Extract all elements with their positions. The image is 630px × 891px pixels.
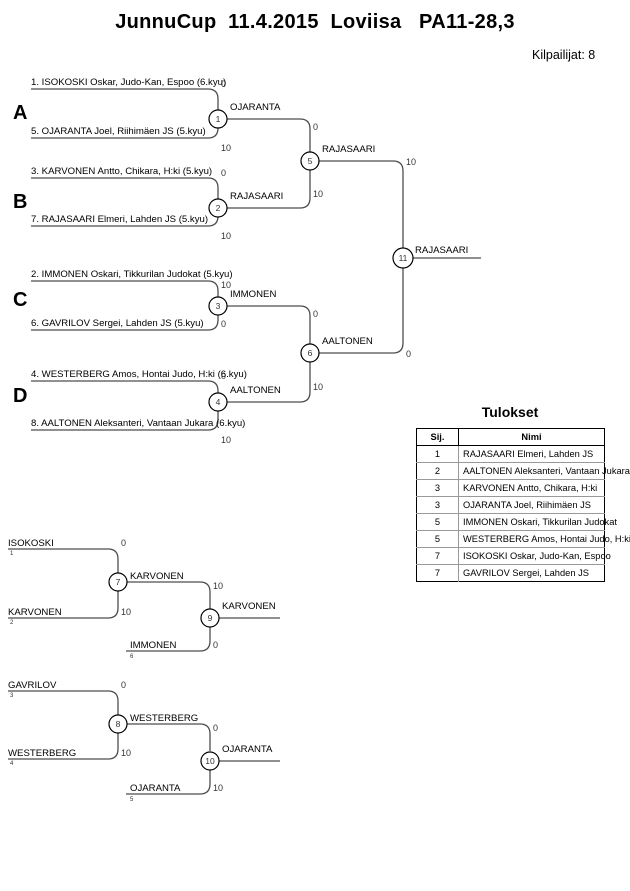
svg-text:2: 2 xyxy=(10,620,14,626)
svg-text:10: 10 xyxy=(121,607,131,617)
svg-text:0: 0 xyxy=(213,723,218,733)
svg-text:10: 10 xyxy=(313,382,323,392)
svg-text:5: 5 xyxy=(308,156,313,166)
svg-text:10: 10 xyxy=(221,435,231,445)
svg-text:10: 10 xyxy=(221,143,231,153)
svg-text:0: 0 xyxy=(221,319,226,329)
svg-text:0: 0 xyxy=(121,680,126,690)
svg-text:9: 9 xyxy=(208,613,213,623)
svg-text:0: 0 xyxy=(313,309,318,319)
svg-text:2: 2 xyxy=(216,203,221,213)
svg-text:10: 10 xyxy=(121,748,131,758)
svg-text:10: 10 xyxy=(406,157,416,167)
svg-text:1: 1 xyxy=(216,114,221,124)
svg-text:8: 8 xyxy=(116,719,121,729)
svg-text:0: 0 xyxy=(406,349,411,359)
svg-text:6: 6 xyxy=(130,654,134,660)
svg-text:10: 10 xyxy=(205,756,215,766)
svg-text:0: 0 xyxy=(221,168,226,178)
svg-text:10: 10 xyxy=(221,231,231,241)
svg-text:10: 10 xyxy=(213,581,223,591)
svg-text:6: 6 xyxy=(308,348,313,358)
svg-text:1: 1 xyxy=(10,551,14,557)
svg-text:10: 10 xyxy=(313,189,323,199)
svg-text:3: 3 xyxy=(216,301,221,311)
svg-text:7: 7 xyxy=(116,577,121,587)
svg-text:5: 5 xyxy=(130,797,134,803)
svg-text:0: 0 xyxy=(213,640,218,650)
svg-text:4: 4 xyxy=(10,761,14,767)
svg-text:0: 0 xyxy=(313,122,318,132)
svg-text:4: 4 xyxy=(216,397,221,407)
svg-text:11: 11 xyxy=(399,253,408,263)
svg-text:0: 0 xyxy=(121,538,126,548)
svg-text:10: 10 xyxy=(213,783,223,793)
svg-text:3: 3 xyxy=(10,693,14,699)
